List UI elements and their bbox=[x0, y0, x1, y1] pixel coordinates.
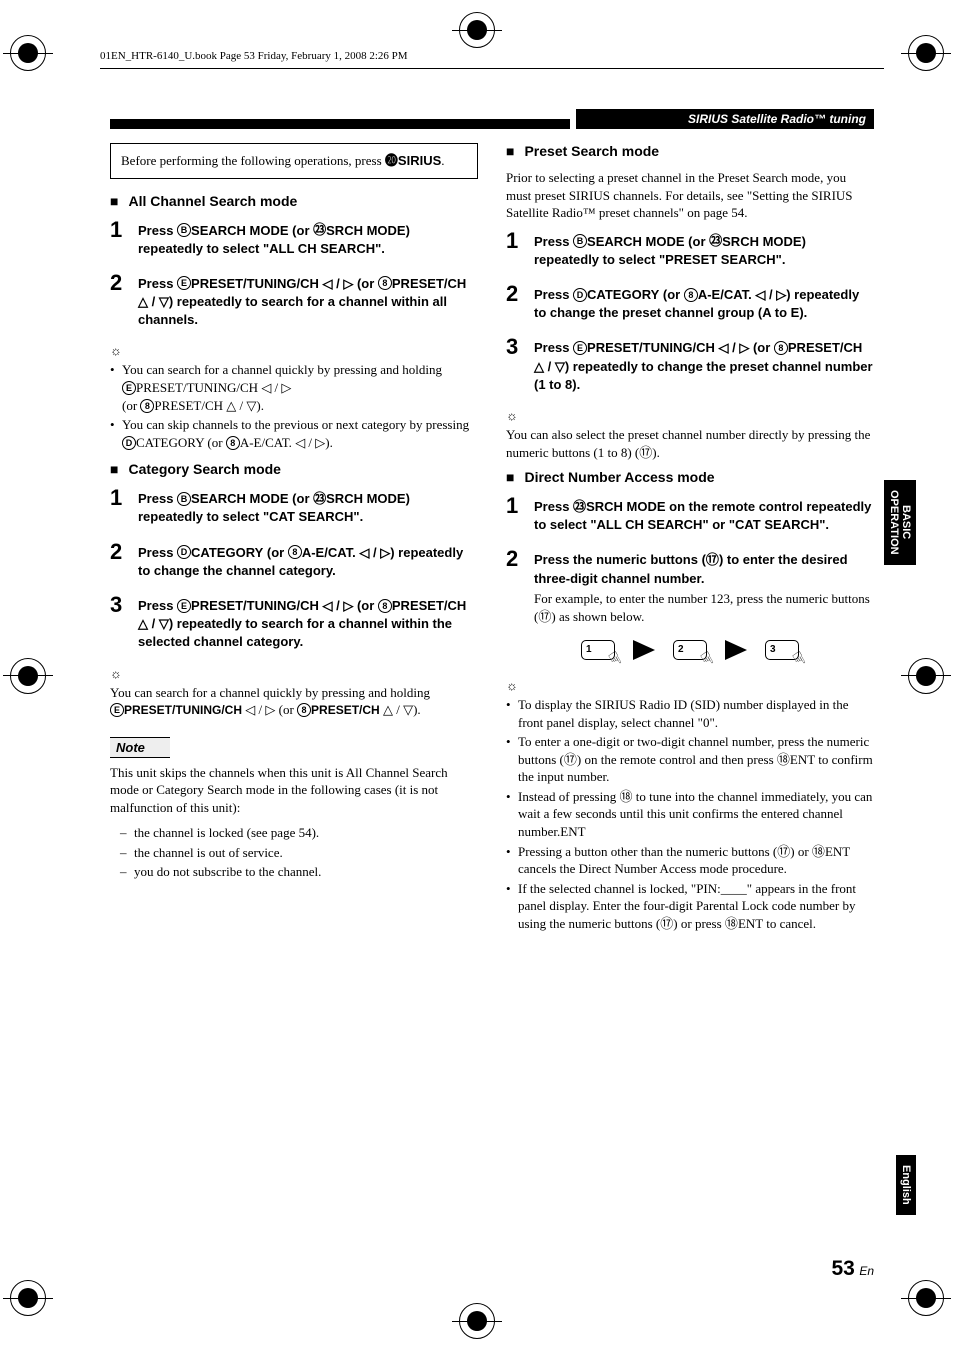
step: 3 Press EPRESET/TUNING/CH ◁ / ▷ (or 8PRE… bbox=[110, 594, 478, 652]
list-item: •Pressing a button other than the numeri… bbox=[506, 843, 874, 878]
header-rule bbox=[100, 68, 884, 69]
registration-mark-icon bbox=[459, 1303, 495, 1339]
note-label: Note bbox=[110, 737, 170, 758]
step-body: Press BSEARCH MODE (or ㉓SRCH MODE) repea… bbox=[138, 487, 478, 526]
numeric-key-icon: 3☟ bbox=[765, 640, 799, 660]
step-number: 3 bbox=[506, 336, 534, 394]
registration-mark-icon bbox=[459, 12, 495, 48]
note-list: –the channel is locked (see page 54). –t… bbox=[110, 824, 478, 881]
mode-heading-preset: ■Preset Search mode bbox=[506, 143, 874, 159]
step-body: Press BSEARCH MODE (or ㉓SRCH MODE) repea… bbox=[138, 219, 478, 258]
square-icon: ■ bbox=[506, 469, 514, 485]
step-number: 3 bbox=[110, 594, 138, 652]
ref-icon: ⓴ bbox=[385, 155, 398, 167]
step: 2 Press DCATEGORY (or 8A-E/CAT. ◁ / ▷) r… bbox=[506, 283, 874, 322]
step-body: Press ㉓SRCH MODE on the remote control r… bbox=[534, 495, 874, 534]
section-rule bbox=[110, 119, 570, 129]
step: 2 Press DCATEGORY (or 8A-E/CAT. ◁ / ▷) r… bbox=[110, 541, 478, 580]
step-number: 2 bbox=[506, 283, 534, 322]
list-item: •To display the SIRIUS Radio ID (SID) nu… bbox=[506, 696, 874, 731]
step-body: Press EPRESET/TUNING/CH ◁ / ▷ (or 8PRESE… bbox=[138, 594, 478, 652]
intro-box: Before performing the following operatio… bbox=[110, 143, 478, 179]
section-title: SIRIUS Satellite Radio™ tuning bbox=[576, 109, 874, 129]
numeric-key-icon: 1☟ bbox=[581, 640, 615, 660]
step-body: Press EPRESET/TUNING/CH ◁ / ▷ (or 8PRESE… bbox=[138, 272, 478, 330]
hand-icon: ☟ bbox=[698, 648, 718, 672]
step-body: Press BSEARCH MODE (or ㉓SRCH MODE) repea… bbox=[534, 230, 874, 269]
document-page: 01EN_HTR-6140_U.book Page 53 Friday, Feb… bbox=[0, 0, 954, 1351]
numeric-key-icon: 2☟ bbox=[673, 640, 707, 660]
step-number: 2 bbox=[110, 272, 138, 330]
step-number: 1 bbox=[110, 487, 138, 526]
hand-icon: ☟ bbox=[606, 648, 626, 672]
list-item: •To enter a one-digit or two-digit chann… bbox=[506, 733, 874, 786]
content-columns: Before performing the following operatio… bbox=[110, 143, 874, 942]
registration-mark-icon bbox=[908, 1280, 944, 1316]
tips-list: •To display the SIRIUS Radio ID (SID) nu… bbox=[506, 696, 874, 932]
step-number: 1 bbox=[506, 495, 534, 534]
step: 2 Press the numeric buttons (⑰) to enter… bbox=[506, 548, 874, 626]
step-body: Press DCATEGORY (or 8A-E/CAT. ◁ / ▷) rep… bbox=[138, 541, 478, 580]
mode-heading-category: ■Category Search mode bbox=[110, 461, 478, 477]
step-number: 1 bbox=[506, 230, 534, 269]
registration-mark-icon bbox=[908, 35, 944, 71]
list-item: •If the selected channel is locked, "PIN… bbox=[506, 880, 874, 933]
step: 1 Press BSEARCH MODE (or ㉓SRCH MODE) rep… bbox=[110, 219, 478, 258]
step-body: Press the numeric buttons (⑰) to enter t… bbox=[534, 548, 874, 626]
step: 1 Press ㉓SRCH MODE on the remote control… bbox=[506, 495, 874, 534]
step-body: Press EPRESET/TUNING/CH ◁ / ▷ (or 8PRESE… bbox=[534, 336, 874, 394]
sirius-bold: SIRIUS bbox=[398, 153, 441, 168]
section-header: SIRIUS Satellite Radio™ tuning bbox=[110, 109, 874, 129]
hand-icon: ☟ bbox=[790, 648, 810, 672]
header-metadata: 01EN_HTR-6140_U.book Page 53 Friday, Feb… bbox=[100, 50, 874, 62]
tip-icon bbox=[110, 343, 478, 359]
step: 3 Press EPRESET/TUNING/CH ◁ / ▷ (or 8PRE… bbox=[506, 336, 874, 394]
left-column: Before performing the following operatio… bbox=[110, 143, 478, 942]
arrow-right-icon bbox=[633, 640, 655, 660]
square-icon: ■ bbox=[110, 193, 118, 209]
square-icon: ■ bbox=[506, 143, 514, 159]
side-tab-operation: BASICOPERATION bbox=[884, 480, 916, 565]
mode-heading-direct: ■Direct Number Access mode bbox=[506, 469, 874, 485]
tip-text: You can also select the preset channel n… bbox=[506, 426, 874, 461]
registration-mark-icon bbox=[10, 658, 46, 694]
right-column: ■Preset Search mode Prior to selecting a… bbox=[506, 143, 874, 942]
tip-icon bbox=[506, 408, 874, 424]
step: 1 Press BSEARCH MODE (or ㉓SRCH MODE) rep… bbox=[506, 230, 874, 269]
step-number: 1 bbox=[110, 219, 138, 258]
tip-icon bbox=[110, 666, 478, 682]
numeric-key-diagram: 1☟ 2☟ 3☟ bbox=[506, 640, 874, 660]
step-number: 2 bbox=[506, 548, 534, 626]
note-intro: This unit skips the channels when this u… bbox=[110, 764, 478, 817]
page-number: 53 En bbox=[832, 1257, 875, 1281]
mode-heading-all-channel: ■All Channel Search mode bbox=[110, 193, 478, 209]
tip-text: You can search for a channel quickly by … bbox=[110, 684, 478, 719]
step-body: Press DCATEGORY (or 8A-E/CAT. ◁ / ▷) rep… bbox=[534, 283, 874, 322]
tip-icon bbox=[506, 678, 874, 694]
step: 1 Press BSEARCH MODE (or ㉓SRCH MODE) rep… bbox=[110, 487, 478, 526]
intro-text: Before performing the following operatio… bbox=[121, 153, 385, 168]
registration-mark-icon bbox=[908, 658, 944, 694]
mode3-intro: Prior to selecting a preset channel in t… bbox=[506, 169, 874, 222]
list-item: •Instead of pressing ⑱ to tune into the … bbox=[506, 788, 874, 841]
arrow-right-icon bbox=[725, 640, 747, 660]
side-tab-english: English bbox=[896, 1155, 916, 1215]
tip-list: • You can search for a channel quickly b… bbox=[110, 361, 478, 451]
square-icon: ■ bbox=[110, 461, 118, 477]
registration-mark-icon bbox=[10, 35, 46, 71]
step: 2 Press EPRESET/TUNING/CH ◁ / ▷ (or 8PRE… bbox=[110, 272, 478, 330]
step-number: 2 bbox=[110, 541, 138, 580]
registration-mark-icon bbox=[10, 1280, 46, 1316]
